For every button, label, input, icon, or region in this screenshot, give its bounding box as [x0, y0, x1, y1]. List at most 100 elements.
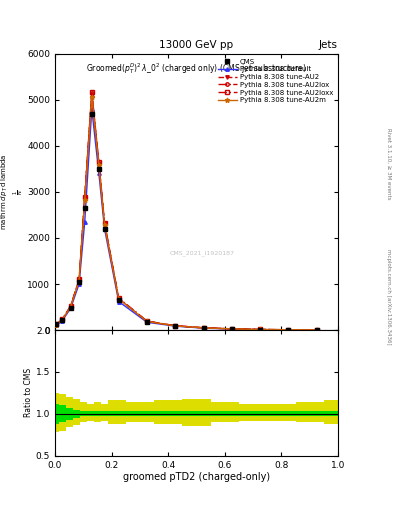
Pythia 8.308 tune-AU2m	[102, 222, 107, 228]
Line: Pythia 8.308 default: Pythia 8.308 default	[55, 108, 318, 332]
CMS	[116, 297, 121, 303]
Line: Pythia 8.308 tune-AU2: Pythia 8.308 tune-AU2	[55, 94, 318, 332]
Pythia 8.308 tune-AU2m	[258, 327, 263, 333]
Pythia 8.308 tune-AU2loxx	[90, 89, 94, 95]
Pythia 8.308 tune-AU2lox	[173, 323, 178, 329]
CMS	[68, 305, 73, 311]
Pythia 8.308 default	[314, 327, 319, 333]
Pythia 8.308 tune-AU2	[230, 326, 234, 332]
Pythia 8.308 tune-AU2loxx	[83, 194, 87, 200]
Pythia 8.308 default	[116, 298, 121, 305]
Pythia 8.308 tune-AU2	[102, 221, 107, 227]
Pythia 8.308 tune-AU2lox	[77, 277, 81, 283]
Pythia 8.308 default	[54, 322, 59, 328]
CMS	[60, 317, 64, 324]
Text: mcplots.cern.ch [arXiv:1306.3436]: mcplots.cern.ch [arXiv:1306.3436]	[386, 249, 391, 345]
Pythia 8.308 tune-AU2	[201, 325, 206, 331]
Pythia 8.308 tune-AU2	[258, 327, 263, 333]
Pythia 8.308 tune-AU2	[145, 318, 149, 325]
Pythia 8.308 tune-AU2	[54, 322, 59, 328]
Pythia 8.308 tune-AU2	[173, 323, 178, 329]
Pythia 8.308 tune-AU2lox	[314, 327, 319, 333]
Pythia 8.308 tune-AU2lox	[54, 322, 59, 328]
Pythia 8.308 default	[201, 325, 206, 331]
Pythia 8.308 tune-AU2m	[90, 94, 94, 100]
Pythia 8.308 tune-AU2m	[230, 326, 234, 332]
Line: Pythia 8.308 tune-AU2m: Pythia 8.308 tune-AU2m	[54, 94, 319, 332]
CMS	[54, 321, 59, 327]
CMS	[77, 279, 81, 285]
Pythia 8.308 tune-AU2m	[54, 322, 59, 328]
Pythia 8.308 default	[173, 323, 178, 329]
Pythia 8.308 tune-AU2lox	[83, 195, 87, 201]
CMS	[201, 325, 206, 331]
CMS	[102, 226, 107, 232]
Pythia 8.308 tune-AU2	[77, 278, 81, 284]
Pythia 8.308 tune-AU2m	[286, 327, 291, 333]
CMS	[145, 318, 149, 325]
Legend: CMS, Pythia 8.308 default, Pythia 8.308 tune-AU2, Pythia 8.308 tune-AU2lox, Pyth: CMS, Pythia 8.308 default, Pythia 8.308 …	[216, 57, 334, 104]
Pythia 8.308 tune-AU2	[68, 304, 73, 310]
Y-axis label: Ratio to CMS: Ratio to CMS	[24, 368, 33, 417]
Pythia 8.308 tune-AU2	[286, 327, 291, 333]
Pythia 8.308 default	[97, 170, 101, 177]
Pythia 8.308 tune-AU2lox	[258, 327, 263, 333]
Pythia 8.308 tune-AU2loxx	[68, 303, 73, 309]
Pythia 8.308 tune-AU2loxx	[201, 325, 206, 331]
Pythia 8.308 default	[230, 326, 234, 332]
Pythia 8.308 tune-AU2	[314, 327, 319, 333]
Pythia 8.308 tune-AU2loxx	[286, 327, 291, 333]
Pythia 8.308 tune-AU2m	[314, 327, 319, 333]
Pythia 8.308 tune-AU2loxx	[102, 220, 107, 226]
Pythia 8.308 tune-AU2m	[68, 304, 73, 310]
Pythia 8.308 tune-AU2lox	[116, 295, 121, 302]
Pythia 8.308 tune-AU2m	[97, 162, 101, 168]
CMS	[230, 326, 234, 332]
Pythia 8.308 tune-AU2lox	[230, 326, 234, 332]
Pythia 8.308 default	[286, 327, 291, 333]
Pythia 8.308 tune-AU2loxx	[145, 318, 149, 324]
Pythia 8.308 tune-AU2loxx	[314, 327, 319, 333]
Pythia 8.308 default	[77, 281, 81, 287]
Pythia 8.308 default	[258, 327, 263, 333]
Pythia 8.308 tune-AU2loxx	[230, 326, 234, 332]
Pythia 8.308 default	[102, 226, 107, 232]
Pythia 8.308 default	[145, 319, 149, 325]
Pythia 8.308 tune-AU2loxx	[173, 323, 178, 329]
Pythia 8.308 tune-AU2	[90, 92, 94, 98]
X-axis label: groomed pTD2 (charged-only): groomed pTD2 (charged-only)	[123, 472, 270, 482]
Pythia 8.308 tune-AU2lox	[68, 303, 73, 309]
Pythia 8.308 tune-AU2m	[116, 296, 121, 302]
Pythia 8.308 tune-AU2loxx	[54, 321, 59, 327]
Pythia 8.308 tune-AU2	[116, 296, 121, 302]
Pythia 8.308 tune-AU2lox	[145, 318, 149, 324]
CMS	[83, 205, 87, 211]
Pythia 8.308 tune-AU2	[83, 196, 87, 202]
Pythia 8.308 tune-AU2lox	[60, 316, 64, 323]
Text: Groomed$(p_T^D)^2\,\lambda\_0^2$ (charged only) (CMS jet substructure): Groomed$(p_T^D)^2\,\lambda\_0^2$ (charge…	[86, 60, 307, 76]
Pythia 8.308 tune-AU2m	[201, 325, 206, 331]
Pythia 8.308 tune-AU2	[97, 161, 101, 167]
CMS	[97, 166, 101, 172]
Pythia 8.308 tune-AU2m	[60, 317, 64, 323]
Pythia 8.308 tune-AU2loxx	[97, 159, 101, 165]
Pythia 8.308 tune-AU2loxx	[77, 276, 81, 283]
Pythia 8.308 tune-AU2loxx	[116, 295, 121, 301]
Line: CMS: CMS	[54, 111, 319, 332]
Pythia 8.308 tune-AU2lox	[201, 325, 206, 331]
Line: Pythia 8.308 tune-AU2lox: Pythia 8.308 tune-AU2lox	[55, 91, 318, 332]
Text: 13000 GeV pp: 13000 GeV pp	[160, 39, 233, 50]
Pythia 8.308 tune-AU2m	[145, 318, 149, 325]
Pythia 8.308 default	[90, 106, 94, 112]
Text: Rivet 3.1.10, ≥ 3M events: Rivet 3.1.10, ≥ 3M events	[386, 128, 391, 200]
Pythia 8.308 default	[68, 305, 73, 311]
Pythia 8.308 tune-AU2loxx	[258, 326, 263, 332]
Pythia 8.308 default	[60, 318, 64, 324]
Pythia 8.308 tune-AU2lox	[102, 220, 107, 226]
Y-axis label: $\mathrm{mathrm}\,d^2\!\mathrm{N}$
$\mathrm{mathrm}\,d\,p_T\,\mathrm{d}\,\mathrm: $\mathrm{mathrm}\,d^2\!\mathrm{N}$ $\mat…	[0, 154, 26, 230]
Pythia 8.308 tune-AU2	[60, 317, 64, 323]
Pythia 8.308 tune-AU2lox	[97, 160, 101, 166]
CMS	[173, 323, 178, 329]
Pythia 8.308 tune-AU2m	[77, 278, 81, 284]
CMS	[314, 327, 319, 333]
